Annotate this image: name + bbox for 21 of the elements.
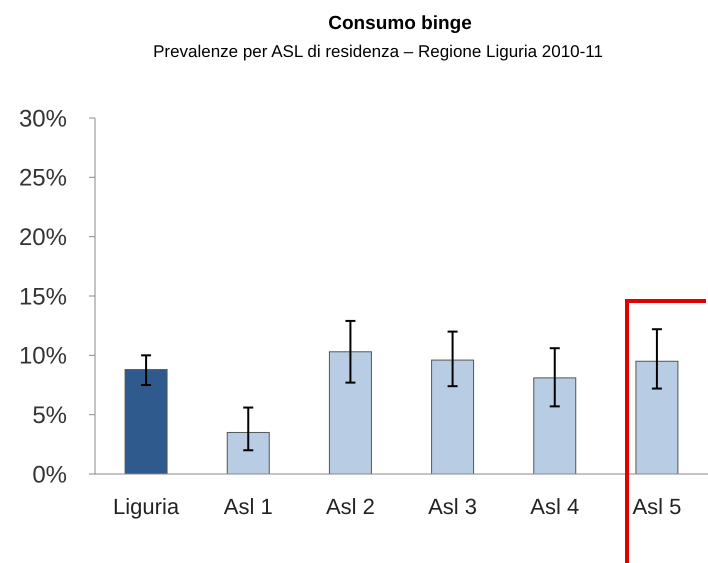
- bar: [431, 360, 474, 474]
- x-tick-label: Asl 4: [530, 494, 580, 519]
- bar: [533, 377, 576, 474]
- y-tick-label: 25%: [18, 164, 67, 192]
- chart-subtitle: Prevalenze per ASL di residenza – Regione Liguria 2010-11: [153, 42, 603, 61]
- x-tick-label: Liguria: [113, 494, 180, 519]
- y-tick-label: 0%: [32, 461, 67, 488]
- y-tick-label: 20%: [18, 224, 67, 252]
- y-tick-label: 5%: [32, 402, 67, 430]
- x-tick-label: Asl 5: [632, 494, 682, 519]
- bar: [226, 432, 270, 474]
- chart-title: Consumo binge: [328, 13, 472, 34]
- y-tick-label: 30%: [18, 105, 67, 132]
- x-tick-label: Asl 1: [224, 494, 273, 519]
- bar: [124, 369, 168, 474]
- bar: [635, 360, 678, 474]
- y-tick-label: 10%: [18, 342, 67, 370]
- x-tick-label: Asl 2: [326, 494, 375, 519]
- y-tick-label: 15%: [18, 283, 67, 310]
- x-tick-label: Asl 3: [428, 494, 478, 519]
- bar: [328, 351, 372, 474]
